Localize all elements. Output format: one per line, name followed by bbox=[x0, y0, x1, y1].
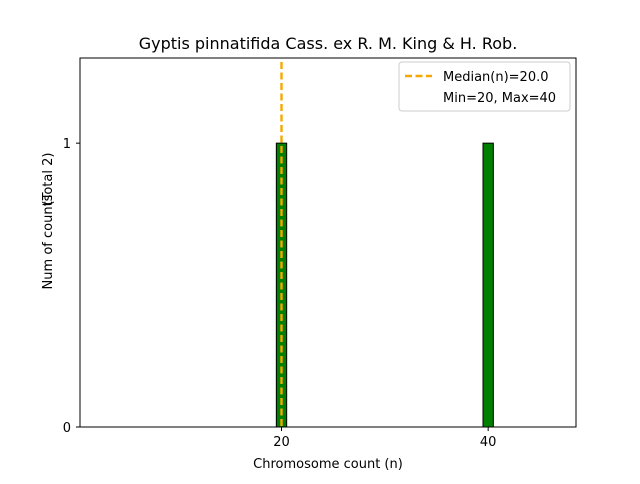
legend-median-label: Median(n)=20.0 bbox=[443, 70, 549, 85]
legend: Median(n)=20.0 Min=20, Max=40 bbox=[398, 61, 571, 112]
y-axis-total-note: (Total 2) bbox=[41, 153, 56, 206]
x-axis-label: Chromosome count (n) bbox=[253, 457, 403, 472]
x-tick-label-20: 20 bbox=[273, 435, 290, 450]
x-tick-label-40: 40 bbox=[480, 435, 497, 450]
y-tick-label-1: 1 bbox=[63, 137, 71, 152]
chart-title: Gyptis pinnatifida Cass. ex R. M. King &… bbox=[139, 34, 518, 53]
legend-range-label: Min=20, Max=40 bbox=[443, 91, 556, 106]
axes-frame bbox=[79, 57, 577, 428]
histogram-bar-2 bbox=[482, 142, 494, 428]
y-axis-ticks: 01 bbox=[63, 137, 80, 436]
legend-box bbox=[398, 61, 571, 112]
x-axis-ticks: 20 40 bbox=[273, 427, 496, 450]
y-axis-label: Num of counts bbox=[41, 194, 56, 289]
y-tick-label-0: 0 bbox=[63, 421, 71, 436]
